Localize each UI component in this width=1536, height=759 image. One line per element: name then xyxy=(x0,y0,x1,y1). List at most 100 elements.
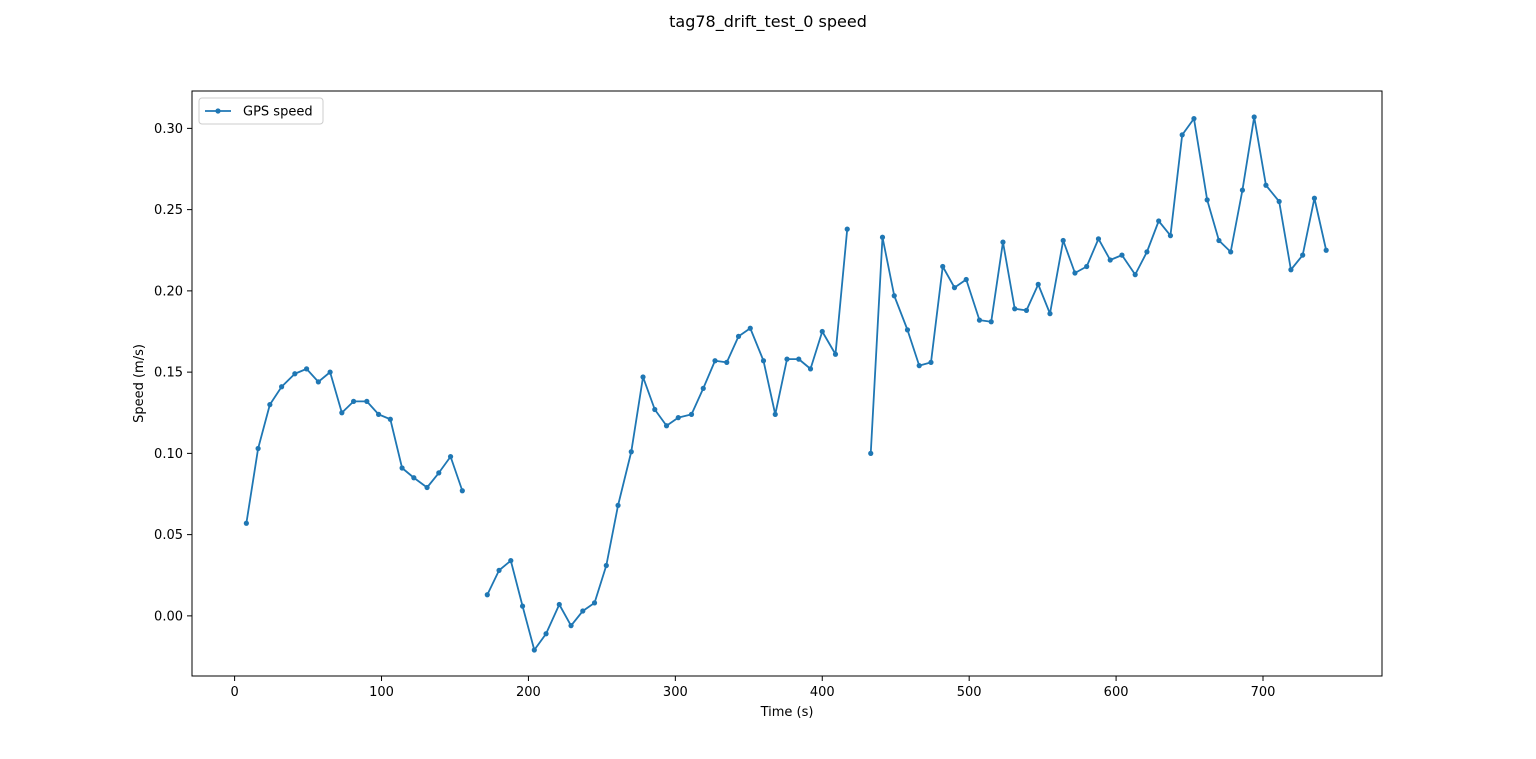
data-point xyxy=(747,325,753,331)
data-point xyxy=(568,623,574,629)
data-point xyxy=(640,374,646,380)
data-point xyxy=(1000,239,1006,245)
data-point xyxy=(628,449,634,455)
data-point xyxy=(399,465,405,471)
x-tick-label: 400 xyxy=(810,685,835,700)
data-point xyxy=(436,470,442,476)
data-point xyxy=(543,631,549,637)
x-tick-label: 700 xyxy=(1251,685,1276,700)
data-point xyxy=(1179,132,1185,138)
data-point xyxy=(1239,187,1246,193)
legend: GPS speed xyxy=(198,97,324,125)
data-point xyxy=(484,592,490,598)
data-point xyxy=(1035,281,1041,287)
legend-marker xyxy=(215,108,221,114)
data-point xyxy=(688,411,695,417)
x-tick-label: 300 xyxy=(663,685,688,700)
data-point xyxy=(784,356,790,362)
data-point xyxy=(807,366,814,372)
data-point xyxy=(315,379,321,385)
legend-label: GPS speed xyxy=(243,105,313,120)
data-point xyxy=(1156,218,1162,224)
data-point xyxy=(243,520,249,526)
data-point xyxy=(1084,263,1090,270)
y-tick-label: 0.05 xyxy=(154,528,183,543)
data-point xyxy=(1072,270,1078,276)
data-point xyxy=(508,558,514,564)
data-point xyxy=(496,567,502,573)
data-point xyxy=(963,276,969,283)
y-tick-label: 0.25 xyxy=(154,203,183,218)
y-tick-label: 0.10 xyxy=(154,447,183,462)
data-point xyxy=(351,398,357,404)
data-point xyxy=(387,416,393,422)
data-point xyxy=(868,450,874,456)
data-point xyxy=(652,406,658,413)
data-point xyxy=(1191,116,1197,122)
data-point xyxy=(951,285,958,291)
data-point xyxy=(772,411,778,417)
x-tick-label: 100 xyxy=(369,685,394,700)
data-point xyxy=(1228,249,1234,255)
data-point xyxy=(1204,197,1210,203)
data-point xyxy=(724,359,730,365)
series-layer xyxy=(243,114,1329,653)
data-point xyxy=(459,488,465,494)
data-point xyxy=(1095,236,1102,242)
data-point xyxy=(447,454,454,460)
data-point xyxy=(1311,195,1318,201)
data-point xyxy=(879,234,886,240)
chart-title: tag78_drift_test_0 speed xyxy=(669,12,867,32)
legend-frame xyxy=(198,97,324,125)
data-point xyxy=(988,319,994,325)
data-point xyxy=(1119,252,1125,258)
data-point xyxy=(292,371,298,377)
data-point xyxy=(976,317,983,323)
data-point xyxy=(591,600,598,606)
plot-frame xyxy=(191,90,1383,677)
data-point xyxy=(615,502,621,508)
data-point xyxy=(279,384,285,390)
data-point xyxy=(891,293,897,299)
y-tick-label: 0.30 xyxy=(154,122,183,137)
data-point xyxy=(1323,247,1329,253)
data-point xyxy=(712,358,718,364)
data-point xyxy=(1144,249,1150,255)
x-tick-label: 500 xyxy=(957,685,982,700)
y-tick-label: 0.00 xyxy=(154,609,183,624)
data-point xyxy=(1023,307,1030,313)
data-point xyxy=(735,333,742,339)
data-point xyxy=(796,356,802,362)
data-point xyxy=(1060,237,1066,244)
x-axis-label: Time (s) xyxy=(760,705,814,720)
data-point xyxy=(1276,198,1282,205)
data-point xyxy=(844,226,850,232)
data-point xyxy=(1132,272,1138,278)
data-point xyxy=(1288,267,1294,273)
data-point xyxy=(364,398,370,404)
data-point xyxy=(531,647,537,653)
data-point xyxy=(1047,311,1053,317)
x-axis-ticks: 0 100 200 300 400 500 600 700 xyxy=(230,676,1275,700)
data-point xyxy=(327,369,333,375)
y-tick-label: 0.20 xyxy=(154,284,183,299)
data-point xyxy=(904,327,911,333)
data-point xyxy=(267,402,273,408)
x-tick-label: 200 xyxy=(516,685,541,700)
data-point xyxy=(1167,233,1174,239)
data-point xyxy=(519,603,526,609)
data-point xyxy=(1107,257,1113,263)
data-point xyxy=(700,385,706,391)
data-point xyxy=(928,359,934,365)
y-axis-ticks: 0.00 0.05 0.10 0.15 0.20 0.25 0.30 xyxy=(154,122,192,624)
data-point xyxy=(760,358,767,364)
data-point xyxy=(424,484,430,491)
x-tick-label: 0 xyxy=(230,685,238,700)
plot-area xyxy=(192,91,1382,676)
data-point xyxy=(1300,252,1306,258)
data-point xyxy=(556,601,562,608)
data-point xyxy=(255,445,261,452)
data-point xyxy=(675,415,681,421)
data-point xyxy=(940,263,946,270)
data-point xyxy=(916,363,922,369)
